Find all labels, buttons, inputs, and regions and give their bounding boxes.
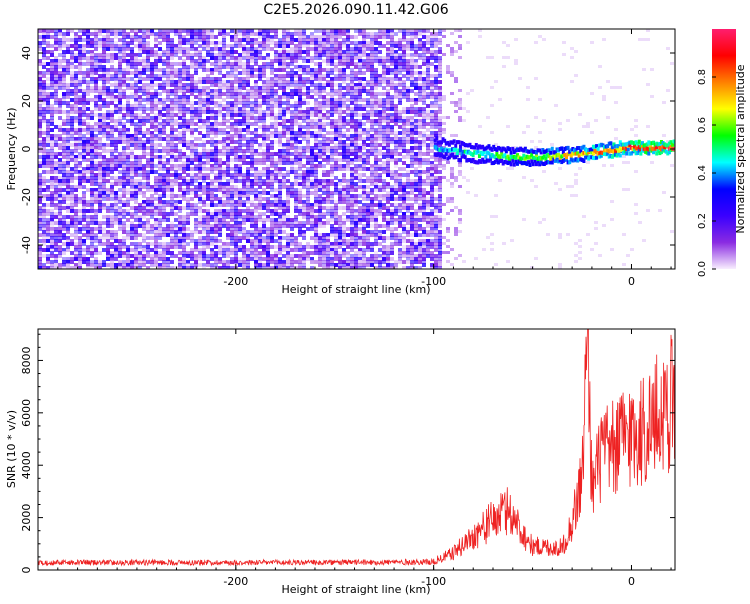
snr-y-tick-label: 6000: [20, 399, 33, 427]
colorbar-tick-label: 0.4: [697, 165, 708, 181]
snr-y-tick-label: 4000: [20, 451, 33, 479]
snr-y-tick-label: 0: [20, 567, 33, 574]
snr-x-label: Height of straight line (km): [281, 583, 430, 596]
snr-series-line: [38, 320, 675, 565]
colorbar-gradient: [712, 29, 736, 269]
spectrogram-x-tick-label: 0: [628, 275, 635, 288]
colorbar-label: Normalized spectral amplitude: [734, 64, 747, 233]
spectrogram-x-label: Height of straight line (km): [281, 283, 430, 296]
snr-y-label: SNR (10 * v/v): [5, 410, 18, 488]
snr-x-tick-label: -200: [223, 575, 248, 588]
spectrogram-y-label: Frequency (Hz): [5, 108, 18, 191]
spectrogram-y-tick-label: 20: [20, 94, 33, 108]
snr-y-tick-label: 2000: [20, 504, 33, 532]
snr-frame: [38, 329, 675, 570]
spectrogram-y-tick-label: 0: [20, 146, 33, 153]
spectrogram-x-tick-label: -200: [223, 275, 248, 288]
spectrogram-y-tick-label: -40: [20, 236, 33, 254]
snr-x-tick-label: 0: [628, 575, 635, 588]
colorbar-tick-label: 0.0: [697, 261, 708, 277]
colorbar: 0.0 0.2 0.4 0.6 0.8 Normalized spectral ampl…: [697, 29, 747, 277]
spectrogram-heatmap: [38, 29, 677, 270]
figure-title: C2E5.2026.090.11.42.G06: [263, 2, 448, 18]
colorbar-tick-label: 0.6: [697, 117, 708, 133]
colorbar-tick-label: 0.2: [697, 213, 708, 229]
colorbar-tick-label: 0.8: [697, 69, 708, 85]
snr-y-ticks: 0 2000 4000 6000 8000: [20, 334, 675, 573]
snr-y-tick-label: 8000: [20, 346, 33, 374]
spectrogram-y-tick-label: 40: [20, 46, 33, 60]
spectrogram-y-tick-label: -20: [20, 188, 33, 206]
